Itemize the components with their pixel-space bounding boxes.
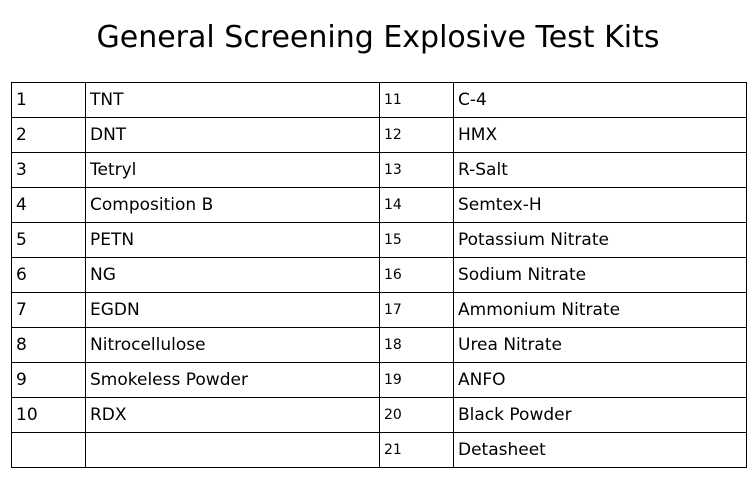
right-number-cell: 15	[379, 222, 454, 258]
table-row: 10 RDX 20 Black Powder	[11, 397, 747, 433]
right-name-cell: ANFO	[453, 362, 747, 398]
left-number-cell: 2	[11, 117, 86, 153]
table-row: 7 EGDN 17 Ammonium Nitrate	[11, 292, 747, 328]
right-name-cell: HMX	[453, 117, 747, 153]
right-number-cell: 13	[379, 152, 454, 188]
right-name-cell: Black Powder	[453, 397, 747, 433]
right-name-cell: C-4	[453, 82, 747, 118]
left-name-cell: Nitrocellulose	[85, 327, 380, 363]
left-name-cell: NG	[85, 257, 380, 293]
right-number-cell: 14	[379, 187, 454, 223]
right-number-cell: 16	[379, 257, 454, 293]
right-number-cell: 11	[379, 82, 454, 118]
left-number-cell: 10	[11, 397, 86, 433]
left-number-cell: 7	[11, 292, 86, 328]
left-number-cell: 6	[11, 257, 86, 293]
left-number-cell: 1	[11, 82, 86, 118]
right-name-cell: R-Salt	[453, 152, 747, 188]
left-name-cell: TNT	[85, 82, 380, 118]
left-name-cell: Tetryl	[85, 152, 380, 188]
left-number-cell: 3	[11, 152, 86, 188]
right-name-cell: Ammonium Nitrate	[453, 292, 747, 328]
right-name-cell: Urea Nitrate	[453, 327, 747, 363]
table-row: 6 NG 16 Sodium Nitrate	[11, 257, 747, 293]
table-row: 9 Smokeless Powder 19 ANFO	[11, 362, 747, 398]
table-row: 4 Composition B 14 Semtex-H	[11, 187, 747, 223]
left-number-cell: 4	[11, 187, 86, 223]
right-name-cell: Potassium Nitrate	[453, 222, 747, 258]
table-row: 5 PETN 15 Potassium Nitrate	[11, 222, 747, 258]
left-name-cell: Smokeless Powder	[85, 362, 380, 398]
right-number-cell: 20	[379, 397, 454, 433]
left-name-cell	[85, 432, 380, 468]
test-kits-table: 1 TNT 11 C-4 2 DNT 12 HMX 3 Tetryl 13 R-…	[11, 82, 747, 468]
right-number-cell: 19	[379, 362, 454, 398]
table-row: 21 Detasheet	[11, 432, 747, 468]
left-number-cell: 9	[11, 362, 86, 398]
left-name-cell: PETN	[85, 222, 380, 258]
right-name-cell: Sodium Nitrate	[453, 257, 747, 293]
left-number-cell	[11, 432, 86, 468]
left-name-cell: DNT	[85, 117, 380, 153]
table-row: 8 Nitrocellulose 18 Urea Nitrate	[11, 327, 747, 363]
left-name-cell: EGDN	[85, 292, 380, 328]
right-name-cell: Detasheet	[453, 432, 747, 468]
left-number-cell: 5	[11, 222, 86, 258]
right-name-cell: Semtex-H	[453, 187, 747, 223]
left-name-cell: RDX	[85, 397, 380, 433]
left-number-cell: 8	[11, 327, 86, 363]
right-number-cell: 21	[379, 432, 454, 468]
right-number-cell: 18	[379, 327, 454, 363]
left-name-cell: Composition B	[85, 187, 380, 223]
table-row: 1 TNT 11 C-4	[11, 82, 747, 118]
page-title: General Screening Explosive Test Kits	[96, 20, 660, 55]
table-row: 2 DNT 12 HMX	[11, 117, 747, 153]
table-row: 3 Tetryl 13 R-Salt	[11, 152, 747, 188]
right-number-cell: 17	[379, 292, 454, 328]
right-number-cell: 12	[379, 117, 454, 153]
